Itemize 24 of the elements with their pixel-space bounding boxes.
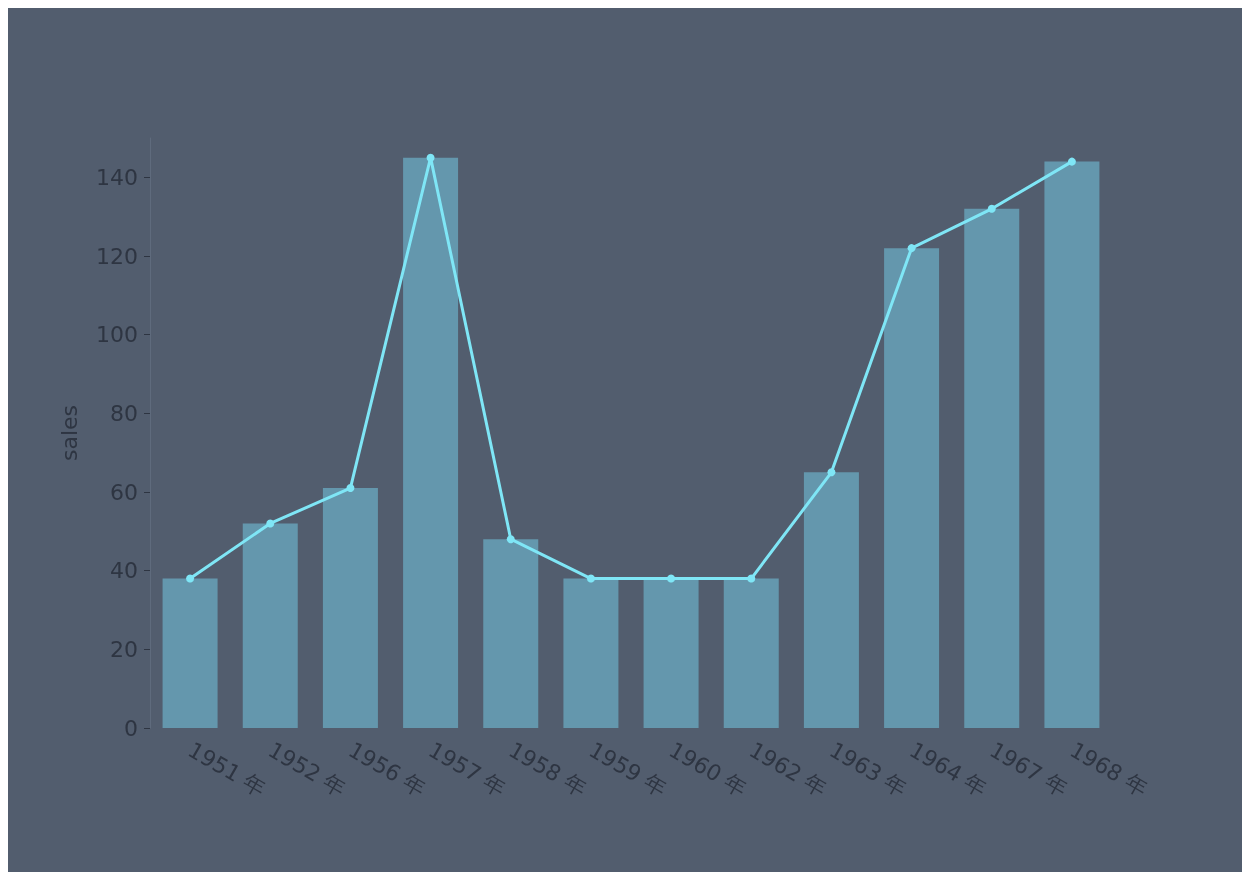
point bbox=[426, 153, 435, 162]
point bbox=[907, 244, 916, 253]
bar bbox=[1044, 161, 1100, 728]
bar bbox=[723, 578, 779, 728]
bar bbox=[884, 248, 940, 728]
point bbox=[1067, 157, 1076, 166]
bar bbox=[483, 539, 539, 728]
point bbox=[186, 574, 195, 583]
point bbox=[747, 574, 756, 583]
point bbox=[987, 204, 996, 213]
bar bbox=[242, 523, 298, 728]
bar bbox=[162, 578, 218, 728]
point bbox=[667, 574, 676, 583]
point bbox=[346, 484, 355, 493]
bar bbox=[964, 208, 1020, 728]
point bbox=[586, 574, 595, 583]
point bbox=[266, 519, 275, 528]
point bbox=[506, 535, 515, 544]
bar bbox=[403, 157, 459, 728]
bar bbox=[643, 578, 699, 728]
bar bbox=[563, 578, 619, 728]
bar bbox=[803, 472, 859, 728]
bar bbox=[322, 488, 378, 728]
point bbox=[827, 468, 836, 477]
